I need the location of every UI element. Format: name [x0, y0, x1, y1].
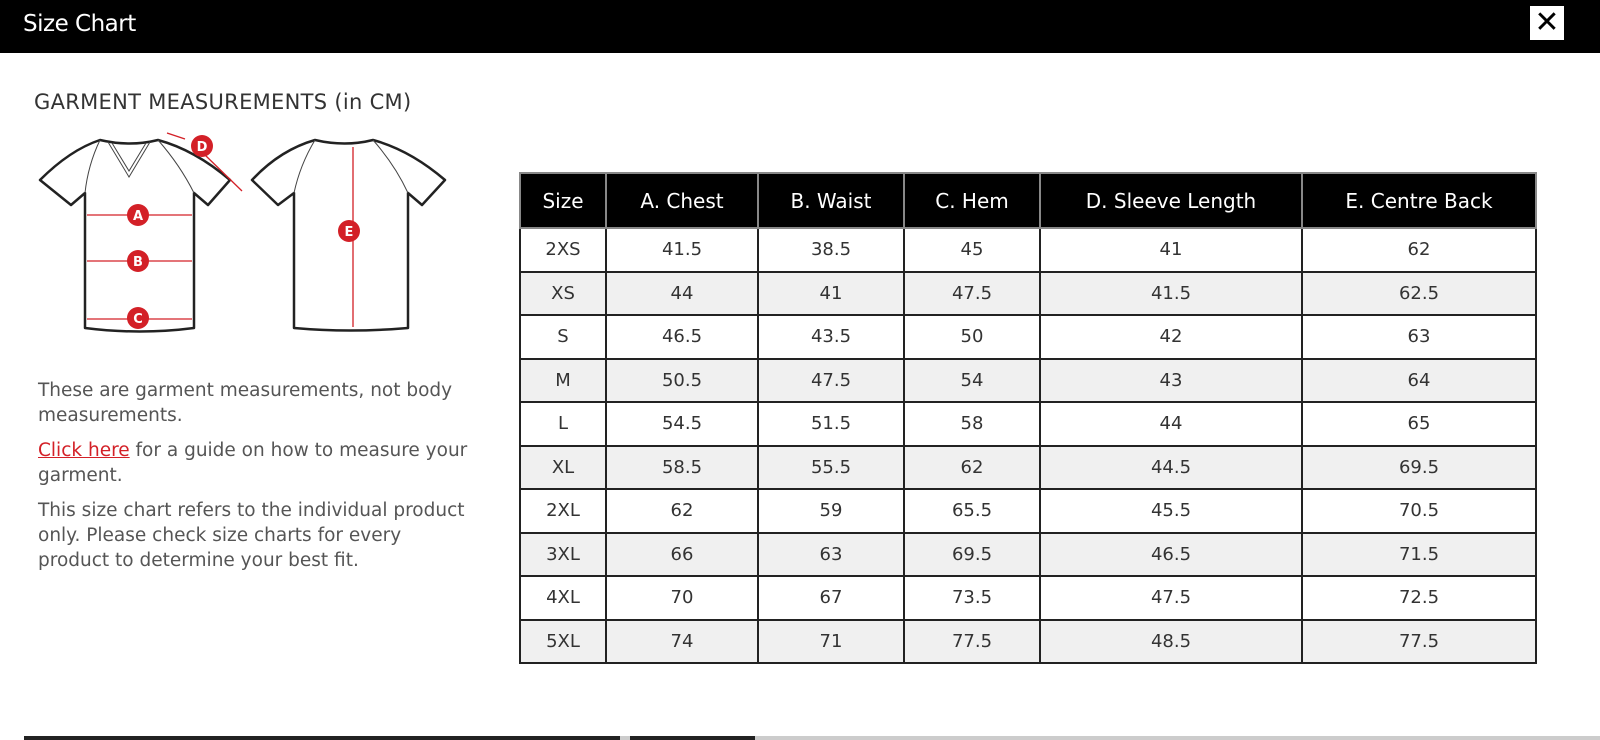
measurement-cell: 71 [757, 618, 905, 664]
measurement-cell: 62 [1301, 227, 1537, 273]
measurement-cell: 77.5 [1301, 618, 1537, 664]
modal-title: Size Chart [23, 11, 136, 37]
measurement-cell: 51.5 [757, 401, 905, 447]
measurement-cell: 67 [757, 575, 905, 621]
measurement-cell: 65 [1301, 401, 1537, 447]
measurement-cell: 70.5 [1301, 488, 1537, 534]
modal-header: Size Chart ✕ [0, 0, 1600, 53]
column-header: C. Hem [903, 172, 1041, 229]
column-header: B. Waist [757, 172, 905, 229]
table-row: L 54.5 51.5 58 44 65 [519, 401, 1537, 447]
measurement-cell: 41.5 [1039, 270, 1303, 316]
measurement-cell: 74 [605, 618, 759, 664]
measurement-cell: 44.5 [1039, 444, 1303, 490]
table-header-row: Size A. Chest B. Waist C. Hem D. Sleeve Leng… [519, 172, 1537, 229]
note-guide-text: for a guide on how to measure your garme… [38, 440, 468, 486]
measurement-cell: 41 [1039, 227, 1303, 273]
measurement-cell: 42 [1039, 314, 1303, 360]
garment-diagram: A B C D E [38, 132, 447, 333]
measurement-cell: 65.5 [903, 488, 1041, 534]
table-row: 2XS 41.5 38.5 45 41 62 [519, 227, 1537, 273]
note-individual: This size chart refers to the individual… [38, 500, 465, 571]
measurement-cell: 43 [1039, 357, 1303, 403]
label-e: E [345, 225, 354, 240]
size-cell: 2XL [519, 488, 607, 534]
column-header: A. Chest [605, 172, 759, 229]
measurement-cell: 50.5 [605, 357, 759, 403]
measurement-cell: 48.5 [1039, 618, 1303, 664]
measurement-cell: 62 [605, 488, 759, 534]
measurement-cell: 41.5 [605, 227, 759, 273]
label-d: D [197, 140, 208, 155]
measurement-cell: 38.5 [757, 227, 905, 273]
table-row: S 46.5 43.5 50 42 63 [519, 314, 1537, 360]
measurement-cell: 54 [903, 357, 1041, 403]
column-header: Size [519, 172, 607, 229]
measurement-cell: 55.5 [757, 444, 905, 490]
measurement-cell: 59 [757, 488, 905, 534]
size-table: Size A. Chest B. Waist C. Hem D. Sleeve Leng… [519, 172, 1537, 664]
measurement-cell: 47.5 [1039, 575, 1303, 621]
measurement-cell: 72.5 [1301, 575, 1537, 621]
measurement-cell: 46.5 [605, 314, 759, 360]
measurement-cell: 44 [605, 270, 759, 316]
measurement-cell: 69.5 [903, 531, 1041, 577]
measurement-cell: 46.5 [1039, 531, 1303, 577]
measurement-cell: 66 [605, 531, 759, 577]
size-cell: 4XL [519, 575, 607, 621]
measurement-cell: 70 [605, 575, 759, 621]
section-heading: GARMENT MEASUREMENTS (in CM) [34, 90, 412, 114]
column-header: E. Centre Back [1301, 172, 1537, 229]
table-row: 5XL 74 71 77.5 48.5 77.5 [519, 618, 1537, 664]
measurement-cell: 54.5 [605, 401, 759, 447]
table-row: M 50.5 47.5 54 43 64 [519, 357, 1537, 403]
size-cell: XL [519, 444, 607, 490]
measurement-cell: 63 [757, 531, 905, 577]
size-cell: L [519, 401, 607, 447]
measurement-cell: 63 [1301, 314, 1537, 360]
size-cell: M [519, 357, 607, 403]
measurement-cell: 64 [1301, 357, 1537, 403]
measurement-cell: 62.5 [1301, 270, 1537, 316]
measurement-cell: 58.5 [605, 444, 759, 490]
size-cell: 2XS [519, 227, 607, 273]
size-cell: XS [519, 270, 607, 316]
scrollbar-thumb[interactable] [24, 736, 620, 740]
measurement-cell: 47.5 [757, 357, 905, 403]
scrollbar-thumb-secondary[interactable] [630, 736, 755, 740]
column-header: D. Sleeve Length [1039, 172, 1303, 229]
table-row: 4XL 70 67 73.5 47.5 72.5 [519, 575, 1537, 621]
close-icon[interactable]: ✕ [1530, 6, 1564, 40]
measurement-cell: 73.5 [903, 575, 1041, 621]
label-b: B [133, 255, 143, 270]
measurement-cell: 45 [903, 227, 1041, 273]
note-guide: Click here for a guide on how to measure… [38, 438, 468, 488]
measurement-notes: These are garment measurements, not body… [38, 378, 468, 583]
measurement-cell: 69.5 [1301, 444, 1537, 490]
measurement-cell: 77.5 [903, 618, 1041, 664]
measurement-cell: 58 [903, 401, 1041, 447]
measurement-cell: 71.5 [1301, 531, 1537, 577]
table-row: 2XL 62 59 65.5 45.5 70.5 [519, 488, 1537, 534]
size-cell: S [519, 314, 607, 360]
table-row: 3XL 66 63 69.5 46.5 71.5 [519, 531, 1537, 577]
measurement-cell: 45.5 [1039, 488, 1303, 534]
measurement-cell: 43.5 [757, 314, 905, 360]
size-cell: 3XL [519, 531, 607, 577]
measure-guide-link[interactable]: Click here [38, 440, 130, 461]
measurement-cell: 47.5 [903, 270, 1041, 316]
horizontal-scrollbar[interactable] [24, 736, 1600, 740]
measurement-cell: 50 [903, 314, 1041, 360]
size-cell: 5XL [519, 618, 607, 664]
table-row: XL 58.5 55.5 62 44.5 69.5 [519, 444, 1537, 490]
label-c: C [133, 312, 143, 327]
measurement-cell: 41 [757, 270, 905, 316]
label-a: A [133, 209, 143, 224]
measurement-cell: 44 [1039, 401, 1303, 447]
table-row: XS 44 41 47.5 41.5 62.5 [519, 270, 1537, 316]
note-garment: These are garment measurements, not body… [38, 380, 453, 426]
measurement-cell: 62 [903, 444, 1041, 490]
